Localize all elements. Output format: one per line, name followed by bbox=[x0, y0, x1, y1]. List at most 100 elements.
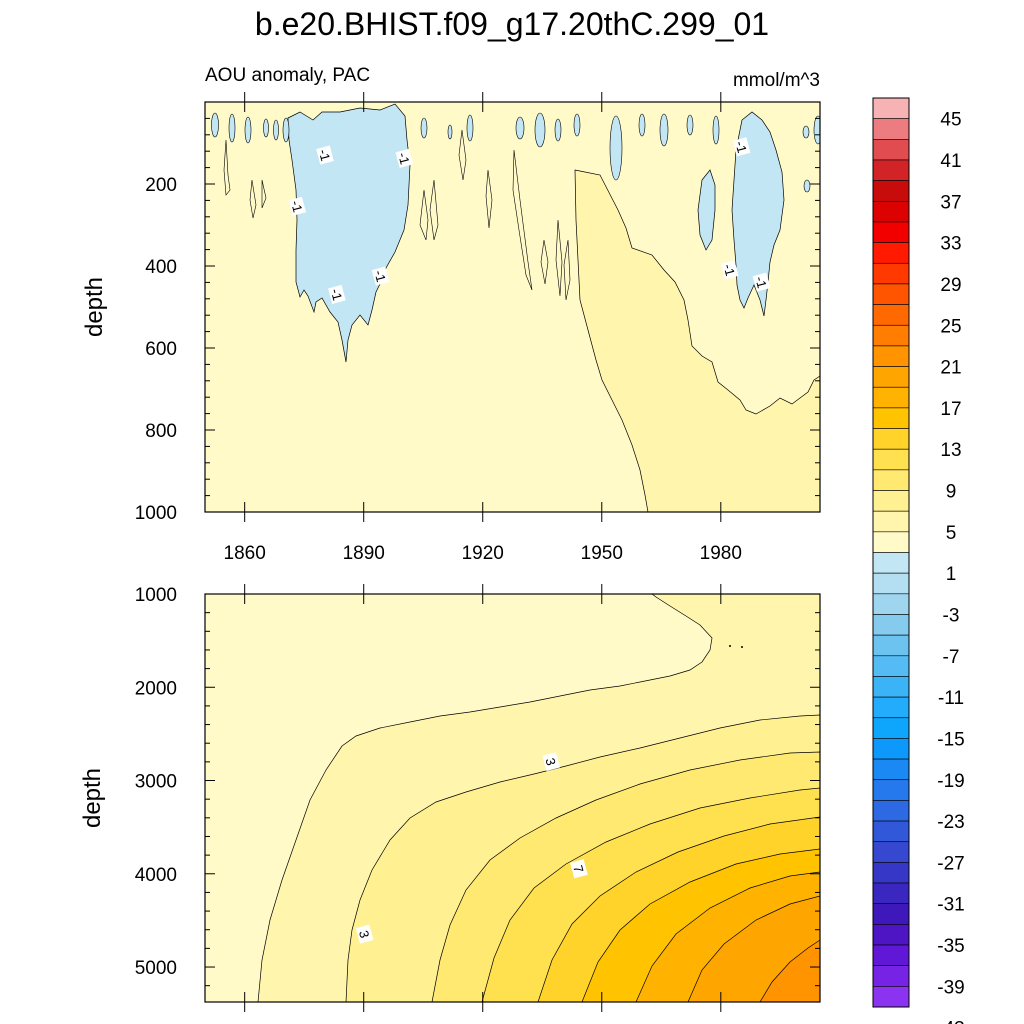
lower-panel: 1000 2000 3000 4000 5000 3 7 3 depth bbox=[79, 584, 821, 1012]
upper-negative-region-3 bbox=[697, 169, 716, 251]
lower-small-marks bbox=[729, 645, 743, 648]
contour-label-text: 3 bbox=[356, 929, 372, 940]
colorbar-box-25 bbox=[872, 614, 910, 636]
colorbar-box-11 bbox=[872, 324, 910, 347]
colorbar-label-1: 1 bbox=[946, 564, 957, 585]
contour-label-top-1: -1 bbox=[395, 148, 414, 168]
colorbar-label--35: -35 bbox=[937, 936, 964, 957]
colorbar-box-10 bbox=[872, 304, 910, 326]
colorbar: 45 41 37 33 29 25 21 17 13 9 5 1 -3 -7 -11 -15 -19 -23 -27… bbox=[872, 97, 965, 1024]
contour-label-box bbox=[570, 859, 588, 879]
contour-label-text: 7 bbox=[570, 864, 586, 875]
contour-label-top-5: -1 bbox=[732, 137, 751, 157]
colorbar-label-5: 5 bbox=[946, 523, 957, 544]
colorbar-box-16 bbox=[872, 428, 910, 450]
contour-label-text: -1 bbox=[720, 262, 737, 277]
contour-label-box bbox=[371, 266, 390, 286]
colorbar-box-8 bbox=[872, 262, 910, 285]
colorbar-box-35 bbox=[872, 820, 910, 843]
contour-label-text: -1 bbox=[371, 269, 388, 284]
colorbar-frame bbox=[872, 97, 910, 1008]
y-tick-label-bot-2000: 2000 bbox=[135, 678, 177, 699]
colorbar-boxes bbox=[872, 97, 910, 1008]
contour-label-bot-2: 3 bbox=[355, 924, 374, 944]
colorbar-box-24 bbox=[872, 593, 910, 615]
colorbar-label-45: 45 bbox=[940, 110, 961, 131]
colorbar-box-22 bbox=[872, 552, 910, 574]
colorbar-label-37: 37 bbox=[940, 192, 961, 213]
contour-label-text: -1 bbox=[328, 287, 345, 302]
y-tick-label-top-600: 600 bbox=[145, 339, 177, 360]
lower-band-9 bbox=[759, 939, 820, 1002]
colorbar-box-13 bbox=[872, 366, 910, 388]
x-axis-tick-labels: 1860 1890 1920 1950 1980 bbox=[224, 543, 742, 564]
y-tick-label-top-200: 200 bbox=[145, 175, 177, 196]
chart-title: b.e20.BHIST.f09_g17.20thC.299_01 bbox=[255, 6, 769, 42]
upper-contour-labels: -1 -1 -1 -1 -1 -1 -1 -1 bbox=[288, 137, 771, 304]
contour-label-box bbox=[355, 924, 374, 944]
lower-contour-labels: 3 7 3 bbox=[355, 752, 588, 944]
upper-negative-region-2 bbox=[731, 111, 785, 317]
colorbar-label--23: -23 bbox=[937, 812, 964, 833]
colorbar-label--31: -31 bbox=[937, 895, 964, 916]
colorbar-label--7: -7 bbox=[943, 647, 960, 668]
y-tick-label-top-800: 800 bbox=[145, 421, 177, 442]
contour-label-box bbox=[720, 260, 739, 280]
lower-y-axis-label: depth bbox=[79, 768, 106, 828]
contour-label-box bbox=[288, 196, 307, 216]
x-tick-label-1950: 1950 bbox=[581, 543, 623, 564]
contour-label-box bbox=[752, 272, 771, 292]
y-tick-label-bot-3000: 3000 bbox=[135, 772, 177, 793]
y-tick-label-bot-4000: 4000 bbox=[135, 865, 177, 886]
colorbar-box-38 bbox=[872, 882, 910, 905]
y-tick-label-top-1000: 1000 bbox=[135, 503, 177, 524]
chart-units: mmol/m^3 bbox=[733, 70, 820, 91]
colorbar-box-19 bbox=[872, 490, 910, 512]
colorbar-box-41 bbox=[872, 944, 910, 966]
colorbar-box-0 bbox=[872, 97, 910, 119]
colorbar-label-33: 33 bbox=[940, 234, 961, 255]
colorbar-box-27 bbox=[872, 655, 910, 677]
colorbar-box-30 bbox=[872, 717, 910, 739]
colorbar-label--43: -43 bbox=[937, 1019, 964, 1024]
contour-label-top-2: -1 bbox=[288, 196, 307, 216]
colorbar-label-25: 25 bbox=[940, 316, 961, 337]
upper-positive-region bbox=[574, 169, 820, 512]
upper-small-patches bbox=[211, 112, 820, 193]
colorbar-label--15: -15 bbox=[937, 729, 964, 750]
colorbar-box-15 bbox=[872, 407, 910, 429]
contour-label-box bbox=[328, 284, 346, 304]
contour-label-text: 3 bbox=[542, 756, 558, 767]
contour-label-text: -1 bbox=[316, 148, 333, 163]
colorbar-label--11: -11 bbox=[938, 688, 964, 709]
colorbar-label-13: 13 bbox=[940, 440, 961, 461]
colorbar-box-37 bbox=[872, 862, 910, 884]
colorbar-box-7 bbox=[872, 242, 910, 264]
colorbar-box-21 bbox=[872, 531, 910, 553]
y-tick-label-top-400: 400 bbox=[145, 257, 177, 278]
colorbar-box-5 bbox=[872, 200, 910, 223]
contour-label-box bbox=[395, 148, 414, 168]
upper-plot-frame bbox=[204, 101, 821, 513]
lower-plot-frame bbox=[204, 593, 821, 1003]
colorbar-box-23 bbox=[872, 572, 910, 595]
contour-label-top-7: -1 bbox=[752, 272, 771, 292]
colorbar-box-12 bbox=[872, 345, 910, 367]
y-tick-label-bot-1000: 1000 bbox=[135, 585, 177, 606]
colorbar-label-29: 29 bbox=[940, 275, 961, 296]
colorbar-box-28 bbox=[872, 676, 910, 698]
contour-label-top-4: -1 bbox=[371, 266, 390, 286]
x-tick-label-1890: 1890 bbox=[343, 543, 385, 564]
colorbar-label--27: -27 bbox=[937, 853, 964, 874]
contour-label-box bbox=[542, 752, 560, 772]
upper-negative-region-1 bbox=[287, 103, 411, 363]
colorbar-box-9 bbox=[872, 283, 910, 305]
colorbar-box-33 bbox=[872, 779, 910, 801]
colorbar-box-31 bbox=[872, 738, 910, 760]
colorbar-box-43 bbox=[872, 986, 910, 1008]
colorbar-box-18 bbox=[872, 469, 910, 491]
colorbar-box-3 bbox=[872, 159, 910, 181]
colorbar-box-36 bbox=[872, 841, 910, 863]
colorbar-box-6 bbox=[872, 221, 910, 243]
